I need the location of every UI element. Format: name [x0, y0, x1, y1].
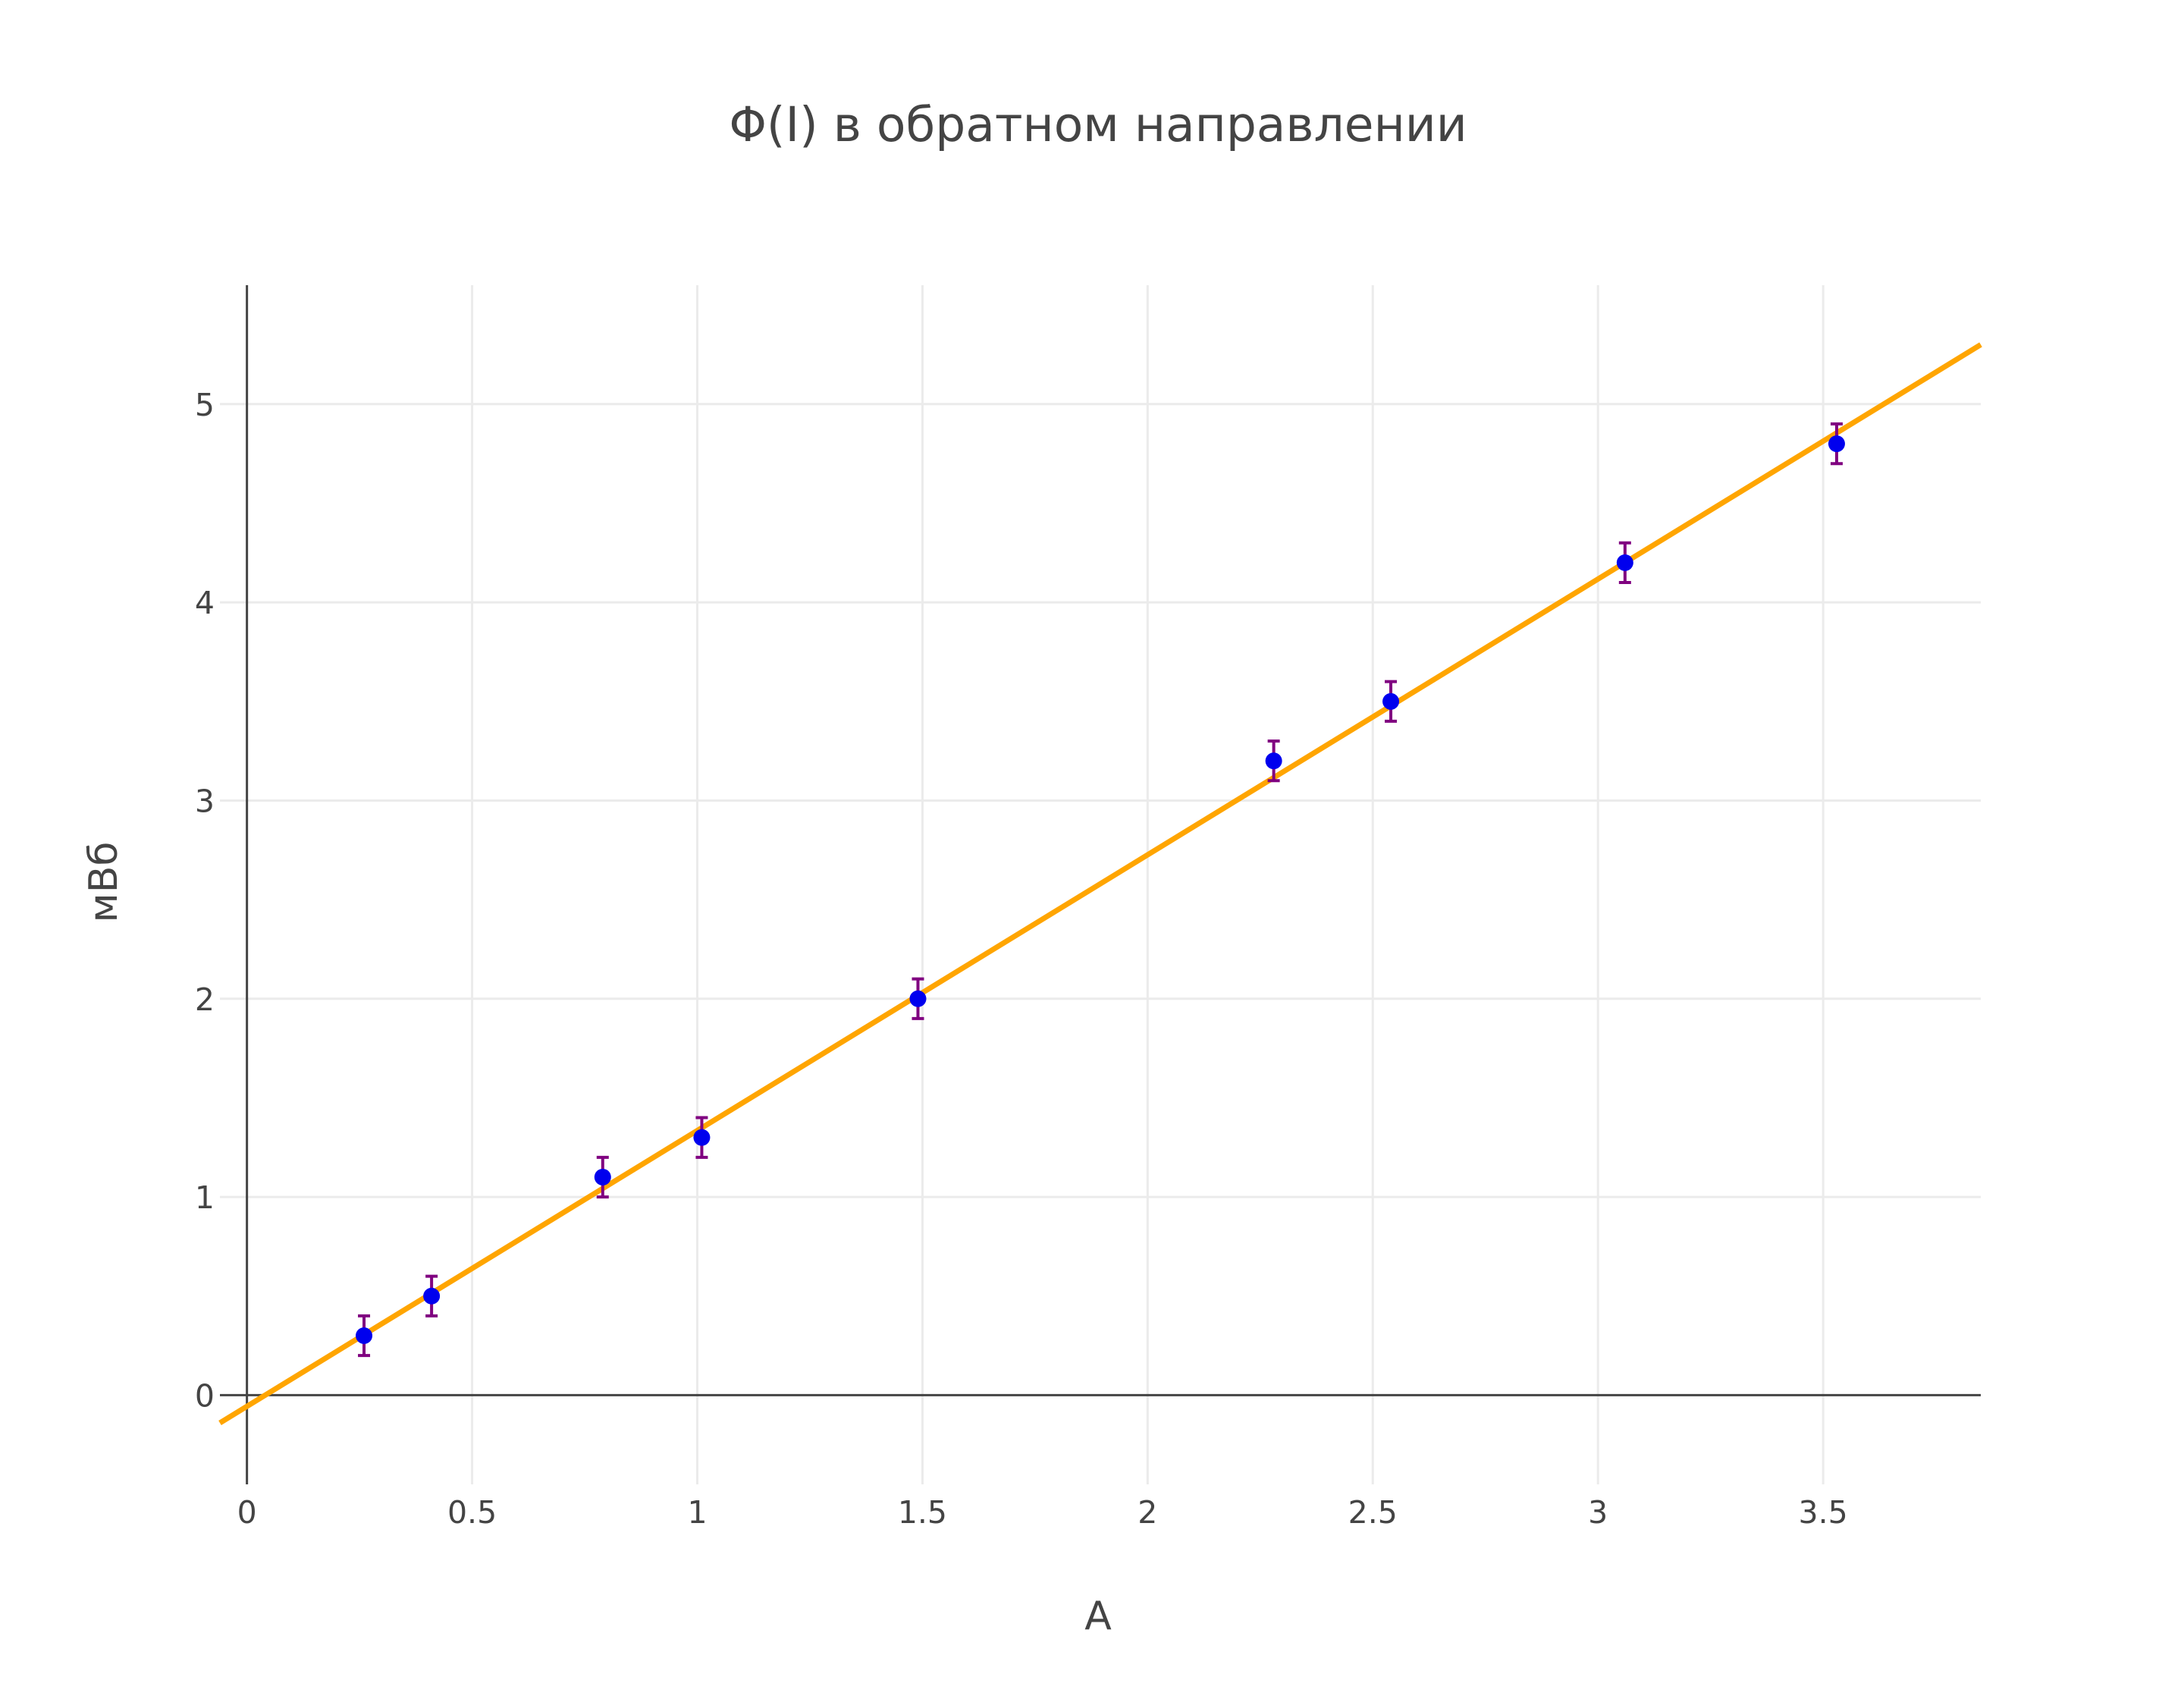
data-point	[1828, 435, 1845, 453]
data-point	[356, 1327, 373, 1345]
data-point	[693, 1129, 711, 1146]
x-tick-label: 3	[1588, 1494, 1608, 1531]
data-point	[909, 990, 927, 1007]
data-point	[1382, 692, 1400, 710]
chart-title: Φ(I) в обратном направлении	[729, 97, 1467, 152]
y-tick-labels: 0 1 2 3 4 5	[195, 387, 215, 1415]
data-point	[423, 1287, 441, 1305]
x-tick-label: 2.5	[1348, 1494, 1398, 1531]
y-tick-label: 1	[195, 1179, 215, 1216]
y-tick-label: 4	[195, 585, 215, 621]
y-tick-label: 5	[195, 387, 215, 423]
x-tick-labels: 0 0.5 1 1.5 2 2.5 3 3.5	[237, 1494, 1848, 1531]
y-gridlines	[220, 403, 1981, 1198]
x-tick-label: 2	[1138, 1494, 1157, 1531]
y-tick-label: 2	[195, 981, 215, 1018]
data-point	[1616, 554, 1633, 571]
y-axis-title: мВб	[81, 842, 127, 923]
x-gridlines	[471, 285, 1825, 1484]
x-tick-label: 1	[687, 1494, 707, 1531]
y-tick-label: 3	[195, 783, 215, 819]
x-tick-label: 1.5	[898, 1494, 947, 1531]
x-tick-label: 3.5	[1799, 1494, 1848, 1531]
y-tick-label: 0	[195, 1377, 215, 1414]
x-tick-label: 0.5	[447, 1494, 497, 1531]
data-points	[356, 435, 1845, 1345]
x-axis-title: А	[1084, 1594, 1112, 1639]
fit-line-group	[218, 342, 1982, 1425]
x-tick-label: 0	[237, 1494, 257, 1531]
axes	[220, 285, 1981, 1484]
data-point	[594, 1168, 611, 1186]
data-point	[1265, 752, 1282, 770]
fit-line	[218, 342, 1982, 1425]
